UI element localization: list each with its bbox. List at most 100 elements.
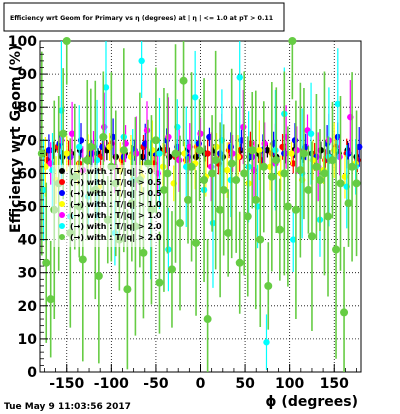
legend-marker <box>59 190 65 196</box>
data-point <box>264 281 273 290</box>
legend-marker <box>59 212 65 218</box>
data-point <box>197 130 204 137</box>
data-point <box>139 248 148 257</box>
data-point <box>143 127 151 134</box>
data-point <box>267 172 276 181</box>
data-point <box>245 163 252 170</box>
data-point <box>232 176 241 185</box>
legend-marker <box>59 179 65 185</box>
legend-marker <box>59 168 65 174</box>
data-point <box>307 130 315 137</box>
data-point <box>256 147 263 154</box>
legend-entry: (→) with : T/|q| > 0.5 <box>70 189 162 198</box>
legend-entry: (→) with : T/|q| > 2.0 <box>70 222 162 231</box>
data-point <box>288 37 297 45</box>
x-tick-label: 0 <box>196 376 206 392</box>
legend-marker <box>59 201 65 207</box>
data-point <box>299 149 308 158</box>
data-point <box>94 272 103 281</box>
data-point <box>195 146 204 155</box>
data-point <box>340 308 349 317</box>
data-point <box>280 169 289 178</box>
data-point <box>263 339 270 346</box>
legend-marker <box>59 234 65 240</box>
data-point <box>167 265 176 274</box>
data-point <box>315 176 324 185</box>
timestamp: Tue May 9 11:03:56 2017 <box>4 402 131 412</box>
data-point <box>192 153 200 161</box>
data-point <box>235 258 244 267</box>
data-point <box>59 129 68 138</box>
data-point <box>63 150 70 157</box>
data-point <box>224 228 233 237</box>
y-tick-label: 70 <box>18 133 38 149</box>
data-point <box>192 238 201 247</box>
series-layer <box>37 37 363 372</box>
y-axis-label: Efficiency wrt Geom (%) <box>8 45 24 233</box>
data-point <box>204 150 211 157</box>
data-point <box>352 179 361 188</box>
data-point <box>191 94 199 101</box>
data-point <box>328 156 337 165</box>
x-tick-label: 50 <box>235 376 255 392</box>
data-point <box>211 156 220 165</box>
data-point <box>240 123 247 131</box>
data-point <box>256 235 265 244</box>
data-point <box>275 225 284 234</box>
data-point <box>291 205 300 214</box>
data-point <box>184 195 193 204</box>
y-tick-label: 80 <box>18 100 38 116</box>
x-tick-label: -50 <box>143 376 169 392</box>
data-point <box>78 255 87 264</box>
data-point <box>348 162 357 171</box>
data-point <box>175 156 183 164</box>
data-point <box>76 143 83 151</box>
data-point <box>83 156 92 165</box>
data-point <box>155 278 164 287</box>
data-point <box>200 176 209 185</box>
y-tick-label: 40 <box>18 233 38 249</box>
y-tick-label: 100 <box>8 34 37 50</box>
data-point <box>123 285 132 294</box>
data-point <box>243 212 252 221</box>
data-point <box>332 245 341 254</box>
data-point <box>336 179 345 188</box>
data-point <box>283 202 292 211</box>
data-point <box>133 150 140 157</box>
x-axis-label: ϕ (degrees) <box>265 394 358 410</box>
data-point <box>213 143 220 151</box>
data-point <box>203 315 212 324</box>
axes: -150 -100 -50 0 50 100 150 0 10 20 30 40 50 60 70 80 90 1… <box>8 34 357 392</box>
data-point <box>320 169 329 178</box>
y-tick-label: 50 <box>18 200 38 216</box>
data-point <box>288 150 295 157</box>
data-point <box>240 169 249 178</box>
data-point <box>62 37 71 45</box>
data-point <box>224 166 231 174</box>
legend-entry: (→) with : T/|q| > 1.0 <box>70 200 162 209</box>
data-point <box>139 153 146 161</box>
legend-marker <box>59 223 65 229</box>
data-point <box>236 74 243 81</box>
data-point <box>156 150 163 157</box>
x-tick-label: -150 <box>49 376 84 392</box>
data-point <box>86 142 95 151</box>
data-point <box>248 146 257 155</box>
y-tick-label: 0 <box>27 365 37 381</box>
x-tick-label: 150 <box>320 376 349 392</box>
data-point <box>304 185 313 194</box>
data-point <box>119 146 128 155</box>
legend-entry: (→) with : T/|q| > 0 <box>70 167 153 176</box>
legend: (→) with : T/|q| > 0 (→) with : T/|q| > 0… <box>52 165 162 247</box>
data-point <box>344 199 353 208</box>
data-point <box>307 232 316 241</box>
chart-title-box: Efficiency wrt Geom for Primary vs η (de… <box>3 2 285 32</box>
chart-title: Efficiency wrt Geom for Primary vs η (de… <box>10 15 273 23</box>
data-point <box>99 132 108 141</box>
data-point <box>151 136 160 145</box>
data-point <box>216 205 225 214</box>
y-tick-label: 90 <box>18 67 38 83</box>
data-point <box>159 163 167 170</box>
data-point <box>259 162 268 171</box>
legend-box <box>52 165 156 247</box>
